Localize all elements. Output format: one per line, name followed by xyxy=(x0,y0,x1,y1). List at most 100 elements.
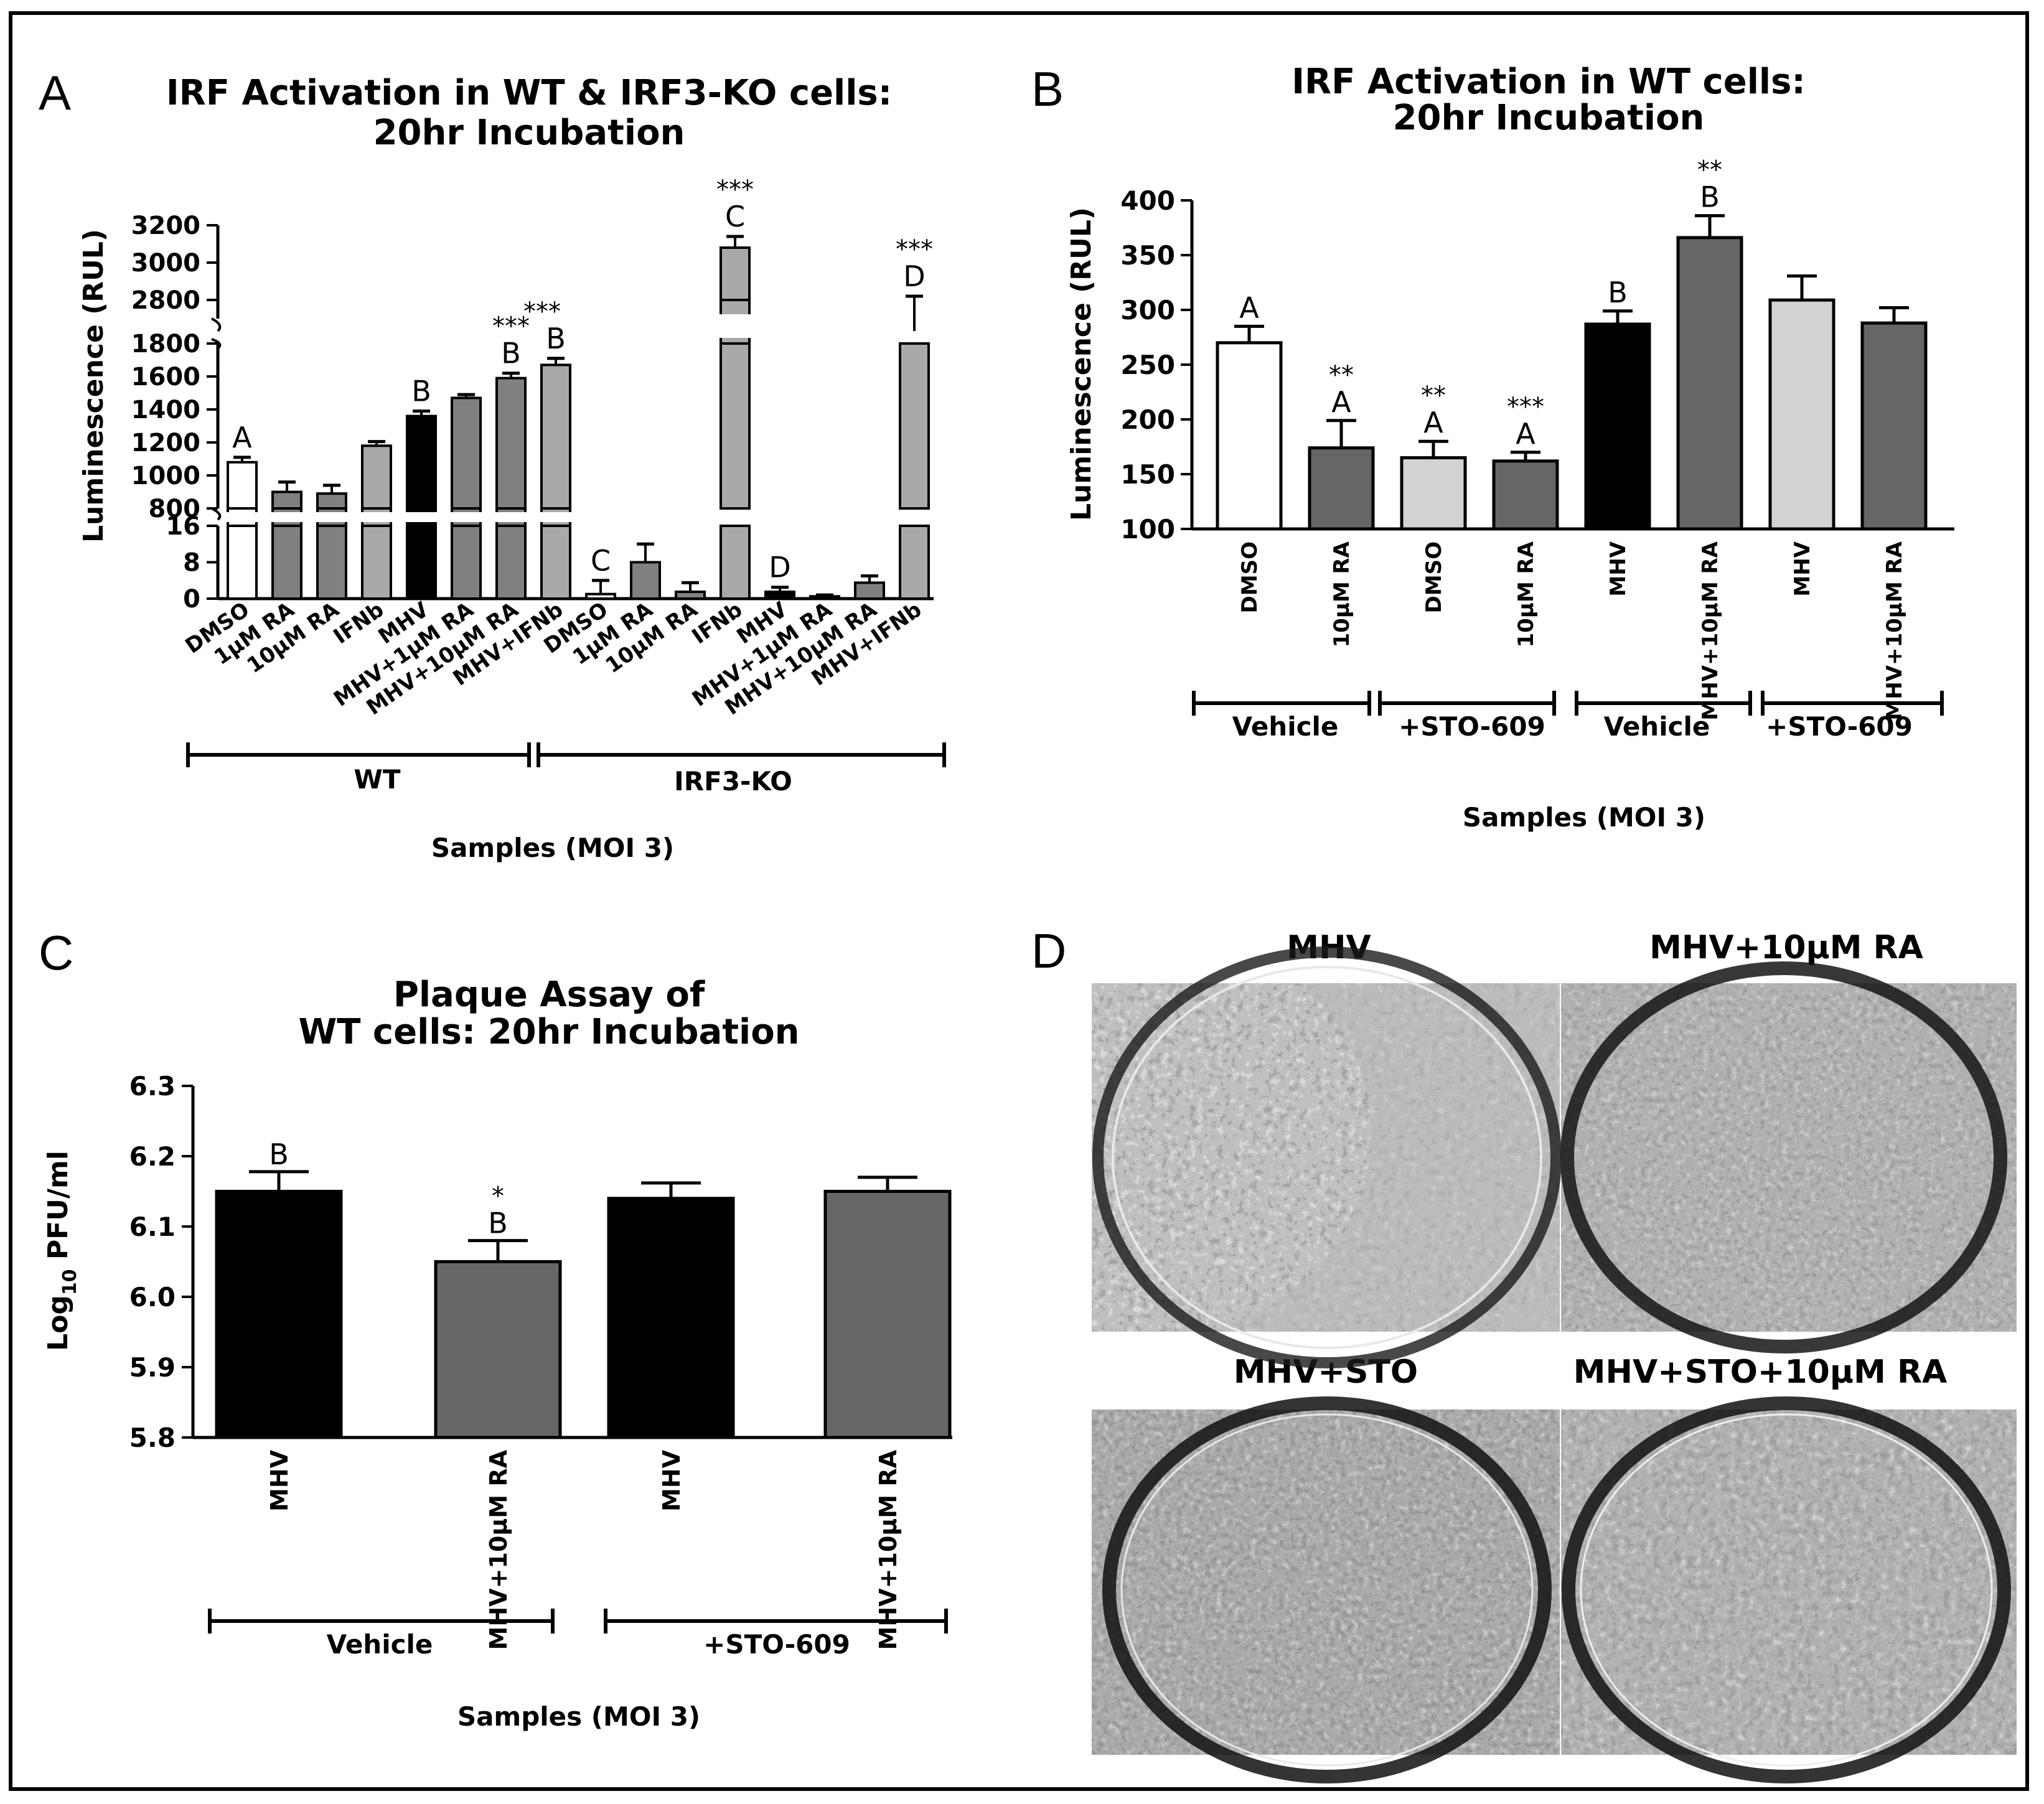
panel-b-y-tick-label: 150 xyxy=(1120,459,1175,490)
panel-a-bar-wt-dmso xyxy=(226,460,258,600)
panel-b-group-vehicle-1: Vehicle xyxy=(1232,711,1339,742)
panel-c-y-tick-label: 6.2 xyxy=(129,1141,176,1172)
panel-b-bar-6-mhv-10-m-ra-group-letter: B xyxy=(1700,180,1720,214)
panel-a-group-wt: WT xyxy=(354,764,401,795)
panel-a-y-tick-label: 8 xyxy=(183,549,200,577)
panel-c-bar-vehicle-mhv-10-m-ra-error-bar xyxy=(468,1239,528,1262)
panel-a-bar-wt-1-m-ra xyxy=(271,490,303,600)
panel-a-group-irf3ko: IRF3-KO xyxy=(674,766,792,797)
panel-c-title-line1: Plaque Assay of xyxy=(393,974,705,1015)
panel-c-category-label: MHV xyxy=(266,1449,293,1512)
panel-a-bar-irf3-ko-ifnb-error-bar xyxy=(726,235,744,248)
panel-b-bar-7-mhv xyxy=(1768,298,1835,531)
panel-c-bar-vehicle-mhv-10-m-ra-significance: * xyxy=(492,1182,504,1211)
panel-c-x-axis-title: Samples (MOI 3) xyxy=(457,1701,700,1732)
panel-c-bar-sto-609-mhv-10-m-ra-error-bar xyxy=(858,1175,917,1192)
panel-a-bar-irf3-ko-ifnb xyxy=(719,246,751,600)
panel-b-bar-3-dmso-group-letter: A xyxy=(1423,406,1443,439)
panel-a-bar-irf3-ko-ifnb-group-letter: C xyxy=(725,200,745,233)
panel-c-bar-sto-609-mhv-error-bar xyxy=(641,1181,701,1199)
panel-a-y-tick-label: 3200 xyxy=(131,212,200,240)
panel-b-group-bars xyxy=(1192,691,1944,716)
panel-b-bar-4-10-m-ra-error-bar xyxy=(1511,451,1540,461)
panel-d: D MHV MHV+10μM RA MHV+STO MHV+STO+10μM R… xyxy=(1031,923,2017,1783)
panel-a-bar-irf3-ko-dmso xyxy=(585,592,616,600)
panel-d-letter: D xyxy=(1031,923,1066,978)
panel-a-bar-wt-10-m-ra-error-bar xyxy=(323,484,340,494)
panel-a-y-tick-label: 1000 xyxy=(131,462,200,490)
panel-a-y-tick-label: 1600 xyxy=(131,363,200,391)
panel-c-y-tick-label: 5.9 xyxy=(129,1352,176,1383)
panel-b-bar-8-mhv-10-m-ra-error-bar xyxy=(1879,306,1909,324)
panel-a-bar-wt-dmso-group-letter: A xyxy=(232,421,252,454)
panel-a-bar-wt-ifnb-error-bar xyxy=(368,440,385,446)
panel-b-y-tick-label: 200 xyxy=(1120,404,1175,435)
panel-b-bar-3-dmso xyxy=(1400,456,1467,531)
panel-b-bar-2-10-m-ra-error-bar xyxy=(1326,419,1356,448)
panel-a-bar-wt-mhv-ifnb xyxy=(540,363,572,600)
panel-a-bar-wt-dmso-error-bar xyxy=(233,456,251,462)
panel-a-title-line2: 20hr Incubation xyxy=(373,113,685,153)
panel-a-bar-irf3-ko-mhv-group-letter: D xyxy=(769,551,790,584)
panel-a-y-tick-label: 0 xyxy=(183,585,200,614)
panel-b-bar-5-mhv-group-letter: B xyxy=(1608,276,1628,309)
panel-a-category-label: IFNb xyxy=(329,597,389,650)
panel-a-bar-wt-mhv-ifnb-group-letter: B xyxy=(546,322,566,355)
panel-c-y-tick-label: 6.3 xyxy=(129,1071,176,1101)
panel-b-x-axis-title: Samples (MOI 3) xyxy=(1463,802,1705,833)
panel-c-letter: C xyxy=(39,925,73,980)
panel-a-bar-irf3-ko-dmso-group-letter: C xyxy=(591,544,611,577)
panel-c-bar-vehicle-mhv-group-letter: B xyxy=(269,1138,289,1171)
plate-label-mhv-sto-ra: MHV+STO+10μM RA xyxy=(1573,1353,1948,1391)
panel-a-y-axis-title: Luminescence (RUL) xyxy=(78,229,110,543)
figure-frame xyxy=(9,11,2029,1791)
plate-label-mhv-ra: MHV+10μM RA xyxy=(1649,929,1923,966)
panel-a-bar-irf3-ko-10-m-ra xyxy=(675,591,706,600)
panel-a-y-tick-label: 800 xyxy=(149,495,201,523)
panel-a-bar-irf3-ko-mhv xyxy=(764,591,795,600)
panel-b-letter: B xyxy=(1031,62,1064,116)
panel-a-bar-wt-mhv-10-m-ra-group-letter: B xyxy=(501,337,521,370)
panel-b-category-label: DMSO xyxy=(1422,541,1446,613)
panel-b-y-tick-label: 100 xyxy=(1120,514,1175,544)
panel-c-bar-vehicle-mhv xyxy=(215,1190,343,1439)
panel-a-bar-irf3-ko-mhv-ifnb-group-letter: D xyxy=(903,259,925,293)
panel-a-y-tick-label: 1200 xyxy=(131,429,200,457)
panel-b-bar-5-mhv-error-bar xyxy=(1603,309,1633,324)
panel-c-y-tick-label: 6.0 xyxy=(129,1282,176,1312)
panel-a-letter: A xyxy=(39,65,71,120)
panel-b-y-tick-label: 350 xyxy=(1120,240,1175,271)
panel-b-bar-6-mhv-10-m-ra xyxy=(1676,236,1743,531)
panel-b-y-axis-title: Luminescence (RUL) xyxy=(1066,207,1097,521)
panel-b-bar-6-mhv-10-m-ra-significance: ** xyxy=(1697,156,1722,185)
panel-a-bar-wt-mhv xyxy=(405,414,438,600)
plate-image-mhv xyxy=(1092,946,1562,1368)
panel-b-bar-2-10-m-ra xyxy=(1308,446,1375,531)
panel-b-group-vehicle-2: Vehicle xyxy=(1604,711,1710,742)
panel-a-bar-irf3-ko-mhv-error-bar xyxy=(771,586,789,592)
panel-a-bar-wt-mhv-error-bar xyxy=(413,409,430,416)
panel-a-bar-irf3-ko-mhv-10-m-ra-error-bar xyxy=(861,574,878,583)
panel-b: B IRF Activation in WT cells: 20hr Incub… xyxy=(1031,62,1954,833)
panel-a-bar-wt-mhv-10-m-ra-error-bar xyxy=(502,372,520,378)
panel-b-bar-1-dmso-group-letter: A xyxy=(1239,291,1259,324)
panel-a-bar-irf3-ko-mhv-ifnb-significance: *** xyxy=(896,235,933,264)
panel-a-bar-irf3-ko-mhv-10-m-ra xyxy=(854,581,885,600)
panel-c-title-line2: WT cells: 20hr Incubation xyxy=(298,1012,799,1052)
panel-a-title-line1: IRF Activation in WT & IRF3-KO cells: xyxy=(166,73,892,113)
panel-a-group-bars xyxy=(186,742,946,767)
panel-b-bar-4-10-m-ra xyxy=(1492,459,1559,531)
panel-a-bar-irf3-ko-1-m-ra-error-bar xyxy=(637,542,654,563)
panel-b-category-label: MHV+10μM RA xyxy=(1698,541,1723,720)
panel-b-bar-5-mhv xyxy=(1584,322,1651,531)
panel-a-bar-wt-mhv-10-m-ra-significance: *** xyxy=(492,312,530,341)
panel-b-bar-6-mhv-10-m-ra-error-bar xyxy=(1695,214,1725,238)
panel-b-bar-2-10-m-ra-significance: ** xyxy=(1329,361,1354,390)
panel-b-title-line2: 20hr Incubation xyxy=(1393,98,1705,138)
panel-b-bar-3-dmso-significance: ** xyxy=(1421,381,1446,410)
panel-a-bar-wt-mhv-10-m-ra xyxy=(495,376,527,600)
panel-b-y-tick-label: 250 xyxy=(1120,350,1175,380)
panel-c-category-label: MHV+10μM RA xyxy=(485,1449,512,1650)
panel-a-y-tick-label: 3000 xyxy=(131,249,200,278)
panel-b-group-sto-1: +STO-609 xyxy=(1399,711,1545,742)
